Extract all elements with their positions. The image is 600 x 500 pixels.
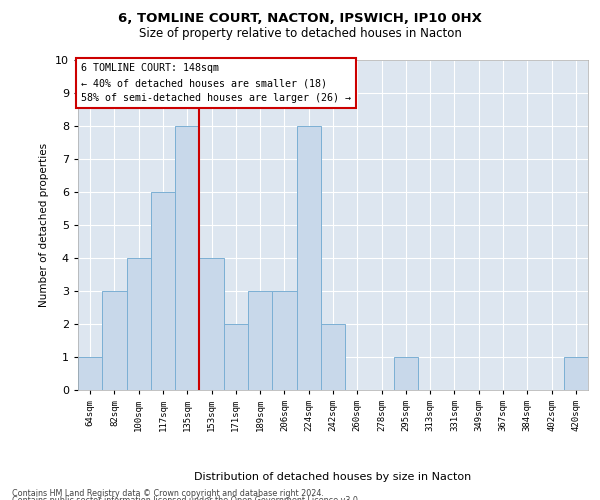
Bar <box>224 324 248 390</box>
Text: Contains HM Land Registry data © Crown copyright and database right 2024.: Contains HM Land Registry data © Crown c… <box>12 489 324 498</box>
Bar <box>151 192 175 390</box>
Bar <box>127 258 151 390</box>
Bar <box>272 291 296 390</box>
Bar <box>394 357 418 390</box>
Text: Contains public sector information licensed under the Open Government Licence v3: Contains public sector information licen… <box>12 496 361 500</box>
Bar <box>199 258 224 390</box>
Bar <box>248 291 272 390</box>
Bar <box>564 357 588 390</box>
Text: 6, TOMLINE COURT, NACTON, IPSWICH, IP10 0HX: 6, TOMLINE COURT, NACTON, IPSWICH, IP10 … <box>118 12 482 26</box>
Y-axis label: Number of detached properties: Number of detached properties <box>40 143 49 307</box>
Bar <box>102 291 127 390</box>
Bar <box>175 126 199 390</box>
Text: Distribution of detached houses by size in Nacton: Distribution of detached houses by size … <box>194 472 472 482</box>
Bar <box>321 324 345 390</box>
Bar <box>78 357 102 390</box>
Text: Size of property relative to detached houses in Nacton: Size of property relative to detached ho… <box>139 28 461 40</box>
Text: 6 TOMLINE COURT: 148sqm
← 40% of detached houses are smaller (18)
58% of semi-de: 6 TOMLINE COURT: 148sqm ← 40% of detache… <box>80 64 350 103</box>
Bar <box>296 126 321 390</box>
